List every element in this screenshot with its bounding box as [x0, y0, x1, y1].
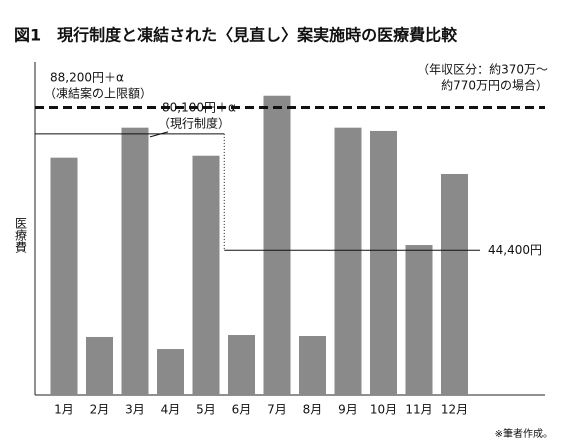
reference-sublabel: （凍結案の上限額） [44, 86, 152, 101]
x-tick-label: 3月 [125, 403, 145, 417]
x-tick-label: 6月 [232, 403, 252, 417]
bar [228, 335, 255, 395]
step-sublabel: （現行制度） [158, 115, 230, 130]
x-tick-label: 8月 [303, 403, 323, 417]
bar [299, 335, 326, 395]
x-tick-label: 7月 [267, 403, 287, 417]
note: 約770万円の場合） [441, 78, 548, 93]
bar [192, 155, 220, 395]
x-tick-label: 11月 [405, 403, 432, 417]
x-tick-label: 2月 [90, 403, 110, 417]
leader-line [149, 131, 169, 138]
x-tick-label: 12月 [441, 403, 468, 417]
bar [157, 349, 184, 395]
x-tick-label: 4月 [161, 403, 181, 417]
note: （年収区分：約370万～ [417, 62, 548, 77]
bar [370, 130, 397, 395]
reference-label: 88,200円＋α [50, 71, 124, 85]
y-axis-label: 医療費 [14, 217, 28, 253]
x-tick-label: 5月 [196, 403, 216, 417]
x-tick-label: 10月 [370, 403, 397, 417]
step-label: 44,400円 [488, 243, 542, 257]
bar [405, 245, 433, 395]
chart-title: 図1 現行制度と凍結された〈見直し〉案実施時の医療費比較 [14, 26, 458, 45]
bar [86, 336, 113, 395]
footer: ※筆者作成。 [495, 427, 553, 440]
bar [441, 173, 468, 395]
bar [121, 127, 149, 396]
bar [50, 157, 78, 395]
step-label: 80,100円＋α [162, 100, 236, 114]
x-tick-label: 9月 [338, 403, 358, 417]
x-tick-label: 1月 [54, 403, 74, 417]
bar [263, 95, 291, 396]
bar [334, 127, 362, 396]
